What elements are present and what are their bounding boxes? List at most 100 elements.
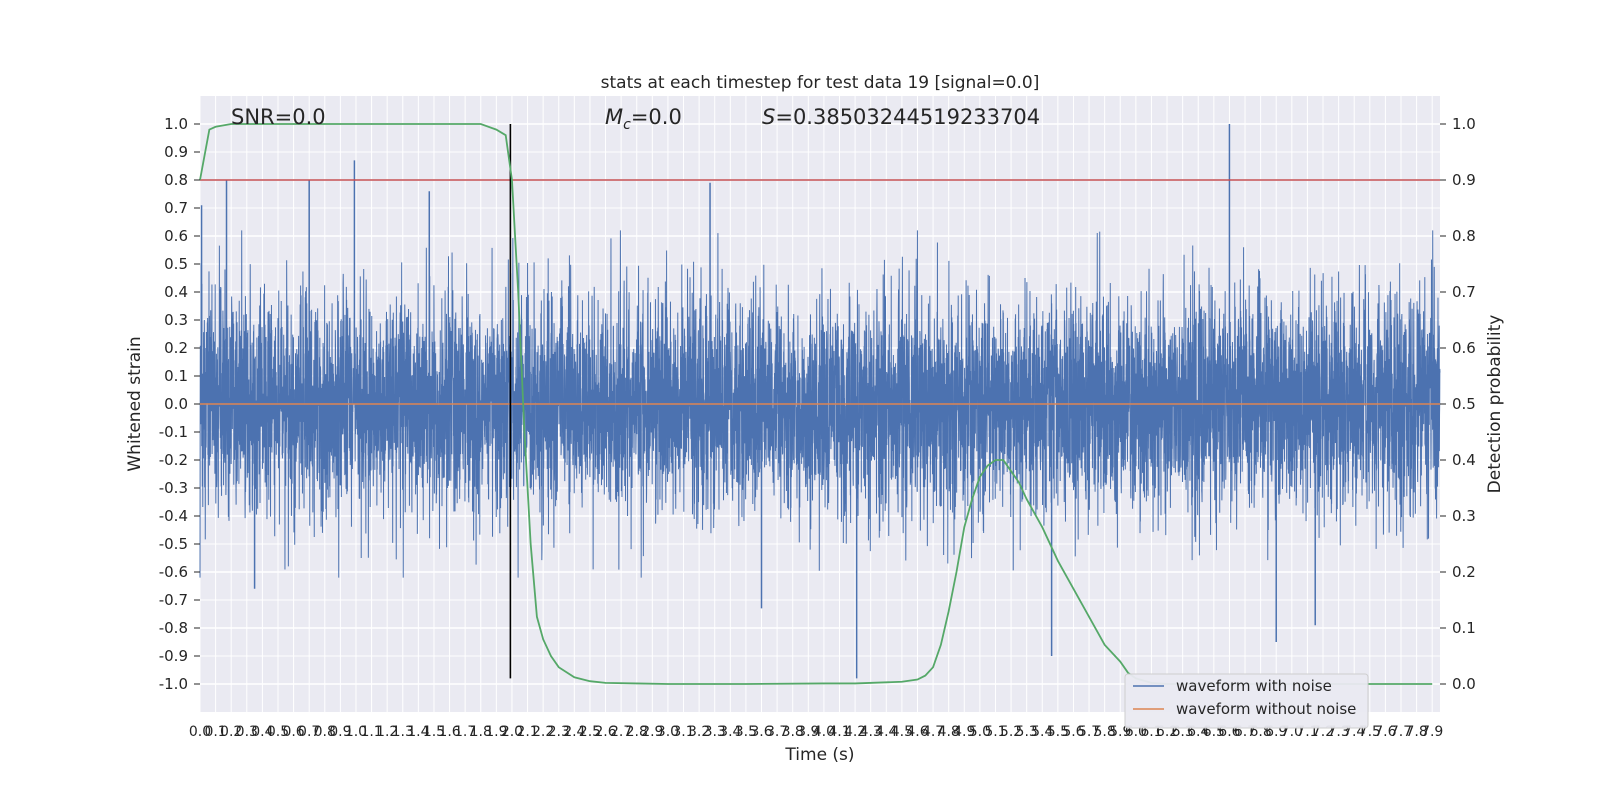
y2-tick-label: 0.8	[1452, 227, 1476, 245]
waveform-with-noise-series	[199, 124, 1441, 679]
legend: waveform with noise waveform without noi…	[1124, 673, 1369, 729]
y-tick-label: -0.2	[159, 451, 188, 469]
y-tick-label: 0.0	[164, 395, 188, 413]
x-tick-label: 1.3	[392, 724, 414, 740]
x-tick-label: 4.6	[906, 724, 928, 740]
y-tick-label: -0.9	[159, 647, 188, 665]
x-tick-label: 7.7	[1390, 724, 1412, 740]
y2-tick-label: 0.9	[1452, 171, 1476, 189]
x-tick-label: 5.1	[984, 724, 1006, 740]
y2-tick-label: 0.1	[1452, 619, 1476, 637]
s-symbol: S	[762, 105, 775, 129]
y-tick-label: -0.4	[159, 507, 188, 525]
y-tick-label: -0.8	[159, 619, 188, 637]
y-tick-label: -0.6	[159, 563, 188, 581]
x-tick-label: 3.3	[704, 724, 726, 740]
x-tick-label: 3.5	[735, 724, 757, 740]
y-axis-label: Whitened strain	[125, 336, 145, 471]
y-tick-label: -0.1	[159, 423, 188, 441]
y-tick-label: 0.8	[164, 171, 188, 189]
x-tick-label: 1.8	[470, 724, 492, 740]
x-tick-label: 2.0	[501, 724, 523, 740]
x-tick-label: 1.2	[376, 724, 398, 740]
y-tick-label: -0.5	[159, 535, 188, 553]
x-tick-label: 1.9	[485, 724, 507, 740]
x-tick-label: 3.9	[797, 724, 819, 740]
noise-waveform-line	[199, 230, 1441, 578]
y2-tick-label: 1.0	[1452, 115, 1476, 133]
x-tick-label: 5.8	[1094, 724, 1116, 740]
chart-title: stats at each timestep for test data 19 …	[601, 73, 1040, 93]
x-tick-label: 1.7	[454, 724, 476, 740]
x-tick-label: 1.0	[345, 724, 367, 740]
x-tick-label: 5.5	[1047, 724, 1069, 740]
x-tick-label: 5.9	[1109, 724, 1131, 740]
x-tick-label: 7.9	[1421, 724, 1443, 740]
x-tick-label: 5.4	[1031, 724, 1053, 740]
x-tick-label: 0.9	[329, 724, 351, 740]
x-tick-label: 4.1	[828, 724, 850, 740]
y-tick-label: 0.2	[164, 339, 188, 357]
y-tick-label: 0.5	[164, 255, 188, 273]
mc-annotation: Mc=0.0	[605, 105, 682, 133]
x-tick-label: 1.5	[423, 724, 445, 740]
x-tick-label: 5.2	[1000, 724, 1022, 740]
x-tick-label: 3.4	[719, 724, 741, 740]
x-tick-label: 3.0	[657, 724, 679, 740]
s-annotation: S=0.38503244519233704	[762, 105, 1040, 129]
y-tick-label: 1.0	[164, 115, 188, 133]
x-tick-label: 4.4	[875, 724, 897, 740]
x-tick-label: 3.6	[750, 724, 772, 740]
mc-value: =0.0	[631, 105, 682, 129]
x-tick-label: 1.4	[407, 724, 429, 740]
x-tick-label: 5.0	[969, 724, 991, 740]
x-tick-label: 5.7	[1078, 724, 1100, 740]
x-tick-label: 4.5	[891, 724, 913, 740]
y-tick-label: 0.4	[164, 283, 188, 301]
y2-tick-label: 0.3	[1452, 507, 1476, 525]
x-tick-label: 2.2	[532, 724, 554, 740]
x-tick-label: 0.2	[220, 724, 242, 740]
y-tick-label: 0.3	[164, 311, 188, 329]
x-tick-label: 1.1	[360, 724, 382, 740]
x-tick-label: 0.1	[204, 724, 226, 740]
x-tick-label: 2.3	[548, 724, 570, 740]
x-tick-label: 0.3	[236, 724, 258, 740]
y2-tick-label: 0.5	[1452, 395, 1476, 413]
tick-labels: 0.00.10.20.30.40.50.60.70.80.91.01.11.21…	[159, 115, 1476, 740]
x-tick-label: 7.8	[1405, 724, 1427, 740]
x-tick-label: 5.6	[1062, 724, 1084, 740]
x-tick-label: 0.5	[267, 724, 289, 740]
y2-tick-label: 0.6	[1452, 339, 1476, 357]
x-tick-label: 0.0	[189, 724, 211, 740]
x-tick-label: 2.7	[610, 724, 632, 740]
y-tick-label: 0.6	[164, 227, 188, 245]
y-tick-label: 0.1	[164, 367, 188, 385]
probability-curve	[199, 123, 1433, 685]
x-tick-label: 4.0	[813, 724, 835, 740]
legend-label-with-noise: waveform with noise	[1176, 677, 1332, 695]
y2-tick-label: 0.0	[1452, 675, 1476, 693]
snr-annotation: SNR=0.0	[231, 105, 326, 129]
y-tick-label: -0.7	[159, 591, 188, 609]
x-tick-label: 1.6	[438, 724, 460, 740]
legend-box	[1124, 673, 1369, 729]
x-tick-label: 0.6	[282, 724, 304, 740]
x-tick-label: 4.8	[938, 724, 960, 740]
y2-tick-label: 0.7	[1452, 283, 1476, 301]
x-tick-label: 4.3	[860, 724, 882, 740]
y2-tick-label: 0.2	[1452, 563, 1476, 581]
mc-subscript: c	[623, 117, 631, 133]
mc-symbol: M	[605, 105, 623, 129]
x-tick-label: 3.2	[688, 724, 710, 740]
s-value: =0.38503244519233704	[775, 105, 1040, 129]
x-tick-label: 2.4	[563, 724, 585, 740]
x-tick-label: 2.6	[594, 724, 616, 740]
x-tick-label: 2.5	[579, 724, 601, 740]
y-tick-label: -0.3	[159, 479, 188, 497]
x-tick-label: 4.7	[922, 724, 944, 740]
x-tick-label: 3.1	[672, 724, 694, 740]
y-tick-label: 0.9	[164, 143, 188, 161]
y-tick-label: -1.0	[159, 675, 188, 693]
